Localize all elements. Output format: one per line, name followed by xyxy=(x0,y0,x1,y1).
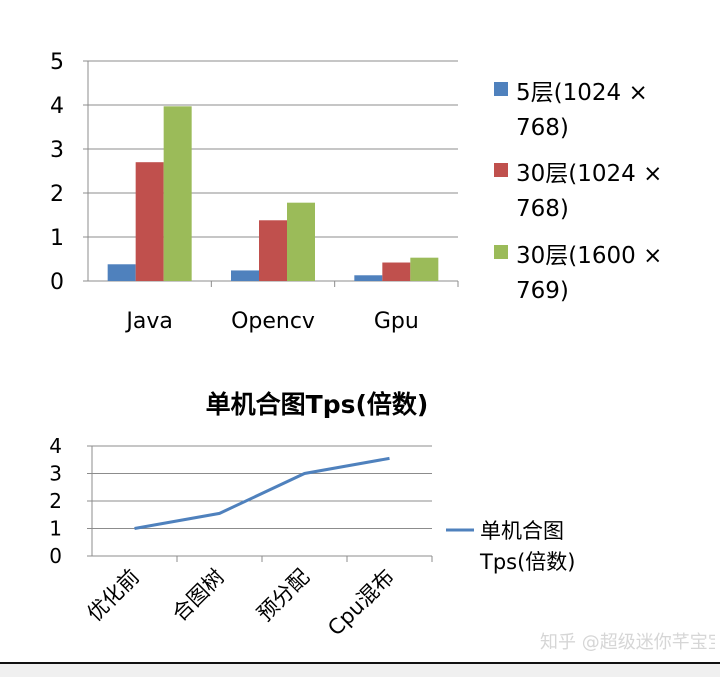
watermark-text: 知乎 @超级迷你芊宝宝 xyxy=(540,632,715,653)
bar xyxy=(135,162,164,281)
y-tick-label: 2 xyxy=(49,489,62,513)
y-tick-label: 3 xyxy=(50,138,64,163)
bar xyxy=(354,275,383,281)
x-tick-label: Java xyxy=(124,309,172,334)
x-tick-label: 预分配 xyxy=(253,565,315,627)
legend-swatch xyxy=(494,245,508,259)
legend-label: 768) xyxy=(516,196,569,222)
bar xyxy=(107,264,136,281)
y-tick-label: 4 xyxy=(50,94,64,119)
y-tick-label: 5 xyxy=(50,50,64,75)
legend-swatch xyxy=(494,163,508,177)
y-tick-label: 1 xyxy=(50,226,64,251)
x-tick-label: 优化前 xyxy=(83,565,145,627)
y-tick-label: 1 xyxy=(49,517,62,541)
y-tick-label: 3 xyxy=(49,462,62,486)
series-line xyxy=(134,456,390,530)
legend-swatch xyxy=(494,82,508,96)
x-tick-label: Cpu混布 xyxy=(323,565,399,641)
legend-label: 单机合图 xyxy=(480,519,564,543)
bar xyxy=(382,262,411,281)
bar xyxy=(231,270,259,281)
y-tick-label: 4 xyxy=(49,434,62,458)
legend-label: 30层(1024 × xyxy=(516,161,662,187)
legend-label: 30层(1600 × xyxy=(516,243,662,269)
x-tick-label: Opencv xyxy=(231,309,315,334)
legend-label: 768) xyxy=(516,115,569,141)
legend-label: 769) xyxy=(516,278,569,304)
x-tick-label: 合图树 xyxy=(168,565,230,627)
legend-label: 5层(1024 × xyxy=(516,80,648,106)
x-tick-label: Gpu xyxy=(374,309,419,334)
bottom-bar xyxy=(0,662,720,677)
y-tick-label: 0 xyxy=(49,544,62,568)
legend-label: Tps(倍数) xyxy=(479,550,575,574)
chart-title: 单机合图Tps(倍数) xyxy=(206,390,429,419)
bar xyxy=(163,106,192,281)
bar xyxy=(259,220,287,281)
y-tick-label: 0 xyxy=(50,270,64,295)
bar-chart: 0 1 2 3 4 5 Java Opencv Gpu 5层(1024 × 768) 30层(1024… xyxy=(50,50,662,334)
y-tick-label: 2 xyxy=(50,182,64,207)
bar xyxy=(287,202,315,281)
bar xyxy=(410,257,439,281)
